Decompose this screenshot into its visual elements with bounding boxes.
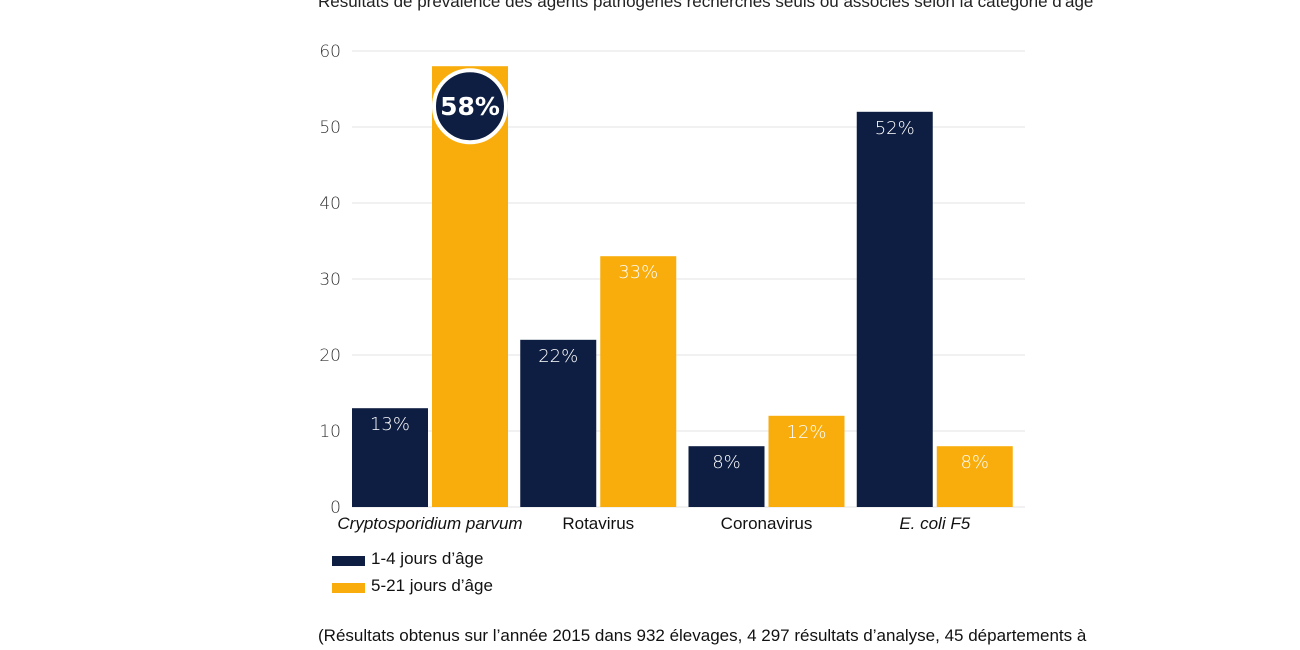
data-label-2-4: 8% bbox=[960, 452, 989, 473]
bar-2-2 bbox=[600, 256, 677, 507]
x-category-label-1: Cryptosporidium parvum bbox=[337, 514, 522, 533]
bar-2-3 bbox=[768, 415, 845, 507]
y-tick-label-40: 40 bbox=[319, 194, 341, 214]
bar-2-4 bbox=[936, 446, 1013, 507]
legend-label-series-2: 5-21 jours d’âge bbox=[371, 575, 493, 595]
highlight-badge-label: 58% bbox=[440, 92, 500, 121]
y-tick-label-20: 20 bbox=[319, 346, 341, 366]
highlight-badge bbox=[432, 68, 508, 145]
bar-1-2 bbox=[520, 339, 597, 507]
x-category-label-3: Coronavirus bbox=[721, 514, 813, 533]
y-tick-label-50: 50 bbox=[319, 118, 341, 138]
chart-caption: Résultats de prévalence des agents patho… bbox=[318, 0, 1094, 11]
x-category-label-2: Rotavirus bbox=[562, 514, 634, 533]
data-label-1-4: 52% bbox=[875, 118, 915, 139]
bar-1-1 bbox=[352, 408, 428, 507]
legend-item-series-1: 1-4 jours d’âge bbox=[332, 545, 493, 572]
legend-swatch-series-1 bbox=[332, 555, 365, 566]
data-label-1-3: 8% bbox=[712, 452, 741, 473]
data-label-1-1: 13% bbox=[370, 414, 410, 435]
y-tick-label-0: 0 bbox=[330, 498, 341, 518]
y-tick-label-30: 30 bbox=[319, 270, 341, 290]
legend-swatch-series-2 bbox=[332, 582, 365, 593]
bar-1-3 bbox=[688, 446, 765, 507]
y-tick-label-10: 10 bbox=[319, 422, 341, 442]
y-tick-label-60: 60 bbox=[319, 42, 341, 62]
source-note: (Résultats obtenus sur l’année 2015 dans… bbox=[318, 626, 1087, 645]
data-label-2-2: 33% bbox=[618, 262, 658, 283]
data-label-2-3: 12% bbox=[786, 422, 826, 443]
legend-label-series-1: 1-4 jours d’âge bbox=[371, 548, 484, 568]
data-label-1-2: 22% bbox=[538, 346, 578, 367]
x-category-label-4: E. coli F5 bbox=[899, 514, 970, 533]
legend-item-series-2: 5-21 jours d’âge bbox=[332, 572, 493, 599]
chart-legend: 1-4 jours d’âge 5-21 jours d’âge bbox=[332, 545, 493, 599]
bar-1-4 bbox=[856, 111, 933, 508]
